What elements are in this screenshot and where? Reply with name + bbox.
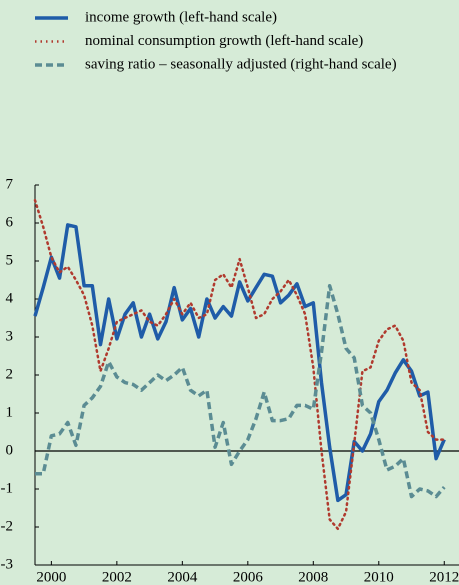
x-tick-label: 2000 — [36, 569, 66, 585]
series-line — [33, 198, 446, 531]
x-tick-label: 2006 — [233, 569, 264, 585]
x-tick-label: 2012 — [429, 569, 459, 585]
y-tick-label: 3 — [6, 328, 14, 344]
y-tick-label: 0 — [6, 442, 14, 458]
y-tick-label: 5 — [6, 252, 14, 268]
x-tick-label: 2008 — [298, 569, 328, 585]
y-tick-label: 4 — [6, 290, 14, 306]
x-tick-label: 2010 — [364, 569, 394, 585]
y-tick-label: -3 — [1, 556, 14, 572]
series-line — [33, 223, 446, 503]
y-tick-label: 7 — [6, 176, 14, 192]
legend-label: saving ratio – seasonally adjusted (righ… — [85, 56, 397, 72]
legend-label: income growth (left-hand scale) — [85, 9, 277, 25]
y-tick-label: 1 — [6, 404, 14, 420]
x-tick-label: 2004 — [167, 569, 198, 585]
legend-label: nominal consumption growth (left-hand sc… — [85, 33, 363, 49]
y-tick-label: 2 — [6, 366, 14, 382]
y-tick-label: -1 — [1, 480, 14, 496]
x-tick-label: 2002 — [102, 569, 132, 585]
y-tick-label: -2 — [1, 518, 14, 534]
y-tick-label: 6 — [6, 214, 14, 230]
series-line — [35, 283, 446, 499]
